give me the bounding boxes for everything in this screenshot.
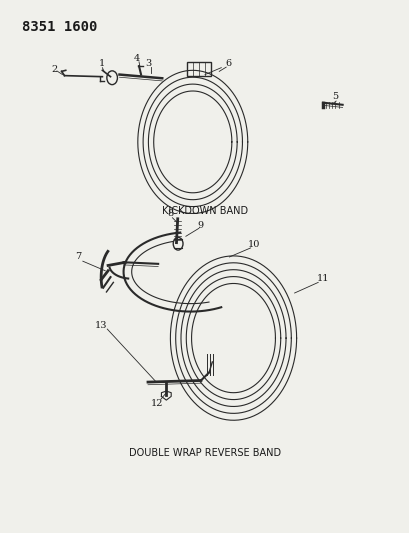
Text: 8: 8 [167,209,173,218]
Text: 6: 6 [225,60,231,68]
Text: 1: 1 [99,60,105,68]
Text: 10: 10 [247,240,259,249]
Text: 2: 2 [51,64,57,74]
Text: 12: 12 [151,399,163,408]
Text: 9: 9 [198,221,204,230]
Text: 4: 4 [134,54,140,63]
Text: 7: 7 [74,253,81,262]
Text: 3: 3 [145,60,152,68]
Text: 5: 5 [331,92,337,101]
Text: 11: 11 [316,273,328,282]
Text: KICKDOWN BAND: KICKDOWN BAND [162,206,247,216]
Text: DOUBLE WRAP REVERSE BAND: DOUBLE WRAP REVERSE BAND [128,448,281,458]
FancyBboxPatch shape [186,62,211,76]
Text: 8351 1600: 8351 1600 [22,20,97,34]
Text: 13: 13 [94,321,107,330]
